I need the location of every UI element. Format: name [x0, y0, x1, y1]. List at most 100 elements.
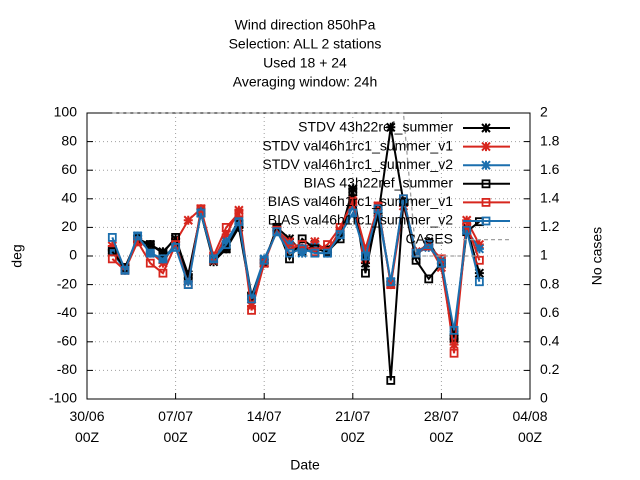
legend-label: BIAS val46h1rc1_summer_v1 [268, 193, 453, 209]
point-marker [436, 258, 446, 268]
legend-label: BIAS 43h22ref_summer [304, 175, 454, 191]
point-marker [107, 233, 117, 242]
y2-tick-label: 0 [540, 390, 548, 406]
point-marker [221, 222, 231, 232]
x-tick-label: 21/07 00Z [335, 408, 370, 445]
point-marker [285, 248, 294, 258]
point-marker [348, 187, 358, 197]
point-marker [171, 243, 181, 252]
point-marker [474, 277, 484, 287]
point-marker [310, 236, 320, 247]
point-marker [145, 240, 155, 249]
x-axis-label: Date [290, 457, 320, 473]
point-marker [297, 234, 307, 244]
point-marker [449, 325, 459, 335]
y2-tick-label: 1.6 [540, 161, 560, 177]
x-tick-label: 30/06 00Z [69, 408, 104, 445]
legend-marker [481, 179, 491, 189]
x-tick-label: 04/08 00Z [512, 408, 547, 445]
point-marker [424, 274, 434, 284]
y2-tick-label: 1.8 [540, 132, 560, 148]
y-tick-label: 100 [54, 104, 78, 120]
chart-title: Used 18 + 24 [263, 55, 347, 71]
y-tick-label: -20 [57, 275, 77, 291]
y2-axis-label: No cases [589, 227, 605, 285]
y-tick-label: 20 [61, 218, 77, 234]
point-marker [247, 305, 256, 315]
chart-title: Selection: ALL 2 stations [229, 36, 382, 52]
legend-marker [481, 123, 491, 133]
x-tick-label: 28/07 00Z [424, 408, 459, 445]
y-axis-label: deg [9, 244, 25, 267]
point-marker [399, 194, 408, 204]
point-marker [107, 247, 118, 257]
point-marker [234, 217, 244, 227]
y2-tick-label: 0.8 [540, 275, 560, 291]
point-marker [107, 241, 118, 251]
point-marker [361, 251, 370, 261]
point-marker [259, 255, 269, 265]
point-marker [474, 244, 485, 254]
point-marker [361, 268, 370, 278]
chart-title: Wind direction 850hPa [235, 17, 376, 33]
point-marker [272, 227, 282, 237]
point-marker [474, 255, 484, 265]
point-marker [183, 280, 193, 290]
y-tick-label: 0 [69, 247, 77, 263]
y-tick-label: -100 [49, 390, 77, 406]
x-tick-label: 07/07 00Z [158, 408, 193, 445]
point-marker [120, 265, 130, 275]
y2-tick-label: 0.4 [540, 333, 560, 349]
point-marker [386, 277, 396, 287]
point-marker [133, 231, 143, 241]
chart-title: Averaging window: 24h [233, 74, 378, 90]
legend-marker [481, 160, 491, 170]
point-marker [221, 240, 231, 249]
legend-label: STDV 43h22ref_summer [298, 119, 453, 135]
y-tick-label: -80 [57, 361, 77, 377]
point-marker [348, 197, 358, 207]
legend-marker [481, 141, 491, 152]
y-tick-label: 80 [61, 132, 77, 148]
x-tick-label: 14/07 00Z [247, 408, 282, 445]
point-marker [462, 225, 472, 235]
point-marker [449, 348, 459, 358]
point-marker [234, 208, 244, 218]
point-marker [335, 230, 345, 239]
series-line [111, 198, 481, 331]
legend-label: STDV val46h1rc1_summer_v1 [262, 137, 453, 153]
y-tick-label: 40 [61, 190, 77, 206]
point-marker [474, 268, 485, 278]
point-marker [196, 208, 206, 218]
point-marker [386, 122, 396, 133]
y2-tick-label: 1.4 [540, 190, 560, 206]
y-tick-label: 60 [61, 161, 77, 177]
point-marker [247, 294, 256, 304]
point-marker [348, 208, 358, 218]
y-tick-label: -60 [57, 333, 77, 349]
point-marker [183, 215, 193, 225]
point-marker [323, 240, 332, 249]
point-marker [386, 376, 396, 385]
point-marker [285, 254, 294, 264]
point-marker [424, 240, 434, 249]
point-marker [310, 248, 320, 258]
point-marker [145, 248, 155, 258]
point-marker [221, 229, 231, 240]
point-marker [209, 254, 218, 264]
y2-tick-label: 1.2 [540, 218, 560, 234]
legend-label: CASES [406, 230, 453, 246]
legend-label: STDV val46h1rc1_summer_v2 [262, 156, 453, 172]
point-marker [107, 254, 117, 264]
y2-tick-label: 0.6 [540, 304, 560, 320]
point-marker [145, 258, 155, 268]
y2-tick-label: 2 [540, 104, 548, 120]
legend-label: BIAS val46h1rc1_summer_v2 [268, 212, 453, 228]
point-marker [158, 248, 168, 258]
legend-marker [481, 216, 491, 226]
point-marker [373, 204, 383, 214]
legend-marker [481, 197, 491, 207]
y-tick-label: -40 [57, 304, 77, 320]
point-marker [297, 244, 307, 254]
